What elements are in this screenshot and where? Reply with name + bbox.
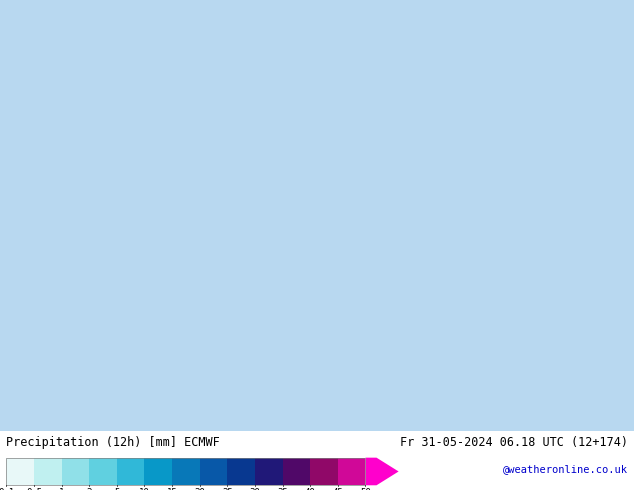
Bar <box>34 458 61 485</box>
Text: 0.1: 0.1 <box>0 488 15 490</box>
Text: 50: 50 <box>360 488 371 490</box>
Bar <box>283 458 310 485</box>
Text: 30: 30 <box>250 488 261 490</box>
Bar <box>228 458 255 485</box>
Text: 20: 20 <box>195 488 205 490</box>
Bar <box>200 458 228 485</box>
Text: @weatheronline.co.uk: @weatheronline.co.uk <box>503 465 628 474</box>
Text: 1: 1 <box>59 488 64 490</box>
Bar <box>89 458 117 485</box>
Bar <box>61 458 89 485</box>
Text: 5: 5 <box>114 488 120 490</box>
Bar <box>145 458 172 485</box>
Text: 2: 2 <box>86 488 92 490</box>
Text: Fr 31-05-2024 06.18 UTC (12+174): Fr 31-05-2024 06.18 UTC (12+174) <box>399 436 628 449</box>
Text: 35: 35 <box>277 488 288 490</box>
Text: 15: 15 <box>167 488 178 490</box>
Bar <box>310 458 338 485</box>
Text: Precipitation (12h) [mm] ECMWF: Precipitation (12h) [mm] ECMWF <box>6 436 220 449</box>
Text: 40: 40 <box>305 488 316 490</box>
Bar <box>338 458 365 485</box>
Text: 10: 10 <box>139 488 150 490</box>
Text: 25: 25 <box>222 488 233 490</box>
Text: 45: 45 <box>332 488 343 490</box>
Bar <box>6 458 365 485</box>
Bar <box>172 458 200 485</box>
Bar <box>117 458 145 485</box>
FancyArrow shape <box>365 458 399 485</box>
Text: 0.5: 0.5 <box>26 488 42 490</box>
Bar <box>6 458 34 485</box>
Bar <box>255 458 283 485</box>
